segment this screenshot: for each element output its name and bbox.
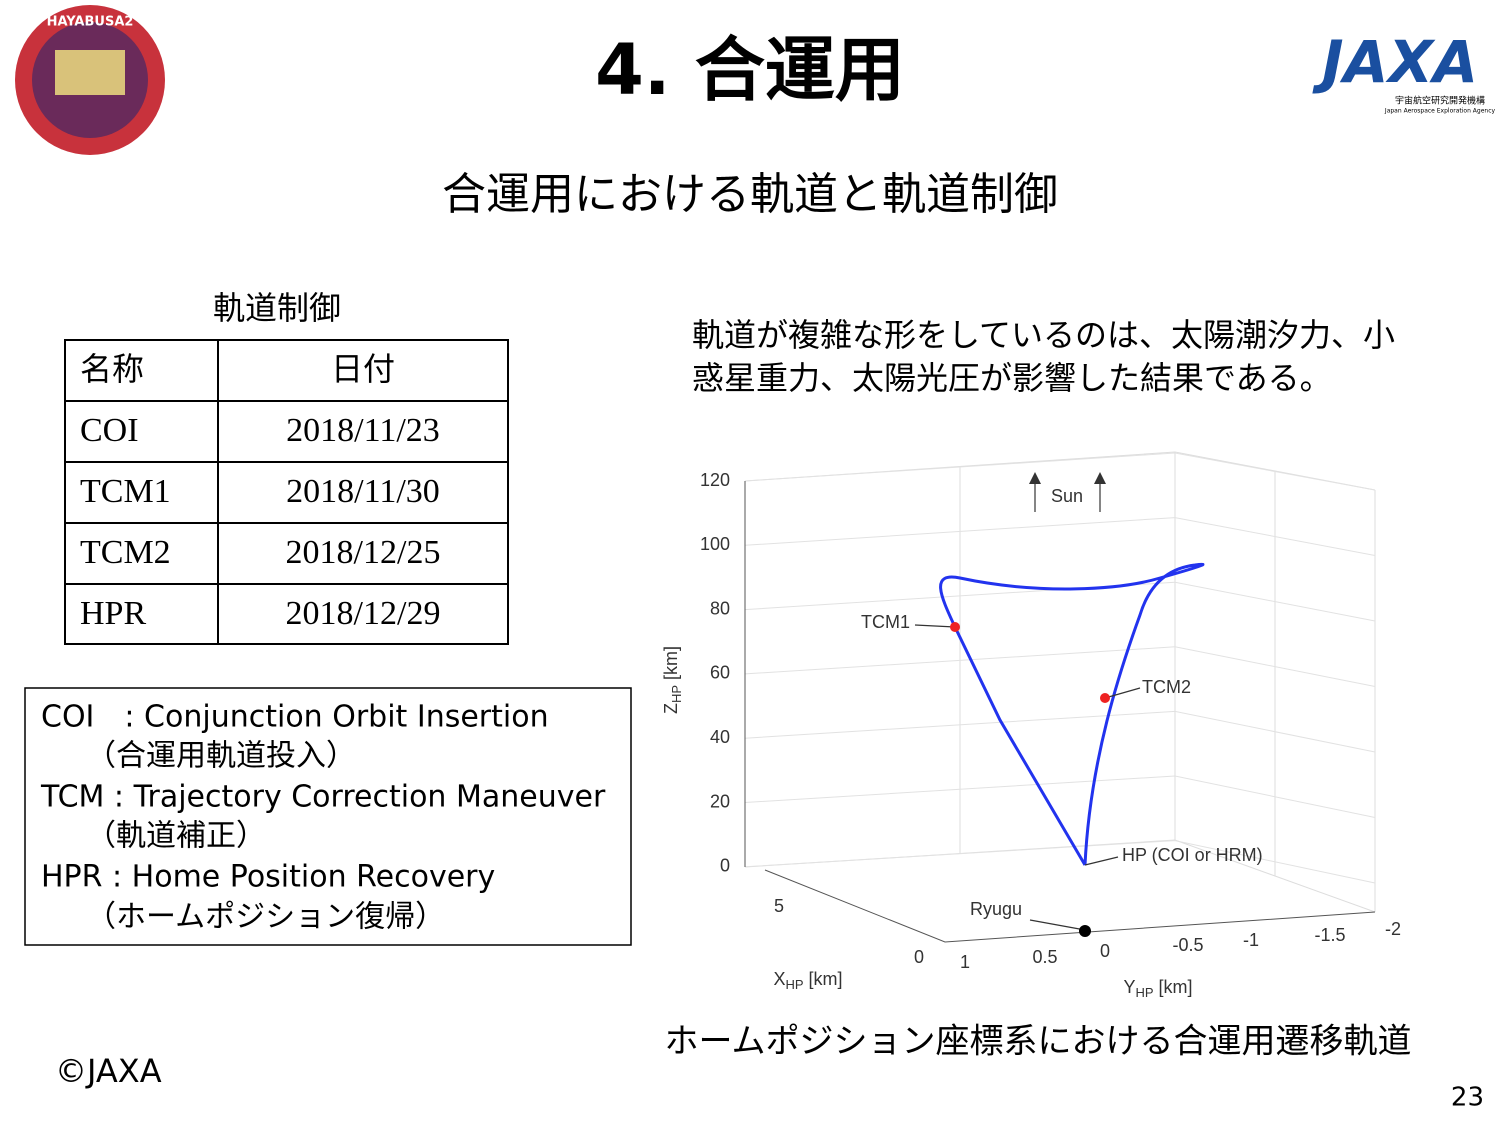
grid-line xyxy=(744,646,1376,687)
y-tick-label: 0 xyxy=(1100,941,1110,961)
sun-arrows xyxy=(1029,472,1106,484)
agency-logo: JAXA xyxy=(1312,28,1478,96)
subtitle: 合運用における軌道と軌道制御 xyxy=(442,169,1058,220)
y-tick-label: -1 xyxy=(1243,930,1259,950)
axis-label-part: HP xyxy=(1135,985,1153,1000)
glossary-line: （ホームポジション復帰） xyxy=(41,900,445,935)
title: 4. 合運用 xyxy=(595,29,905,111)
y-axis-label: YHP [km] xyxy=(1123,977,1192,1001)
y-tick-label: 0.5 xyxy=(1032,947,1057,967)
glossary-box xyxy=(24,687,632,946)
cell: 2018/12/25 xyxy=(286,534,441,571)
axis-label-part: HP xyxy=(785,977,803,992)
cell: 2018/12/29 xyxy=(286,595,441,632)
z-tick-label: 20 xyxy=(710,791,730,811)
axis-label-part: [km] xyxy=(1154,977,1193,997)
figure-caption: ホームポジション座標系における合運用遷移軌道 xyxy=(665,1022,1412,1062)
cell: 2018/11/23 xyxy=(286,412,440,449)
grid-line xyxy=(744,840,1376,884)
mission-logo-text: HAYABUSA2 xyxy=(47,15,134,30)
axes xyxy=(744,481,1376,943)
grid-line xyxy=(744,710,1376,753)
annotation: HP (COI or HRM) xyxy=(1122,845,1263,865)
agency-ja: 宇宙航空研究開発機構 xyxy=(1395,95,1485,107)
axis-label-part: [km] xyxy=(661,646,681,685)
cell: TCM2 xyxy=(80,534,171,571)
table-caption: 軌道制御 xyxy=(213,289,341,327)
axis-label-part: Z xyxy=(661,703,681,714)
trajectory xyxy=(939,562,1205,866)
tcm2-point xyxy=(1100,693,1110,703)
note-line: 惑星重力、太陽光圧が影響した結果である。 xyxy=(692,359,1332,397)
grid-line xyxy=(744,452,1376,491)
annotation: TCM2 xyxy=(1142,677,1191,697)
z-tick-label: 60 xyxy=(710,663,730,683)
copyright: ©JAXA xyxy=(55,1052,162,1090)
grid xyxy=(744,452,1376,884)
z-tick-label: 100 xyxy=(700,534,730,554)
axis-label-part: HP xyxy=(669,685,684,703)
y-tick-label: 1 xyxy=(960,952,970,972)
page-number: 23 xyxy=(1451,1083,1484,1113)
annotation: Sun xyxy=(1051,486,1083,506)
column-header: 日付 xyxy=(331,350,395,388)
glossary-line: TCM : Trajectory Correction Maneuver xyxy=(40,780,606,815)
y-tick-label: -1.5 xyxy=(1314,925,1345,945)
cell: TCM1 xyxy=(80,473,171,510)
annotation: TCM1 xyxy=(861,612,910,632)
glossary-line: HPR : Home Position Recovery xyxy=(41,860,495,895)
cell: HPR xyxy=(80,595,146,632)
grid-line xyxy=(744,517,1376,556)
agency-en: Japan Aerospace Exploration Agency xyxy=(1384,108,1496,115)
annotation: Ryugu xyxy=(970,899,1022,919)
note-line: 軌道が複雑な形をしているのは、太陽潮汐力、小 xyxy=(692,316,1395,354)
tcm1-point xyxy=(950,622,960,632)
z-tick-label: 40 xyxy=(710,727,730,747)
z-axis-label: ZHP [km] xyxy=(661,646,685,714)
plot-box xyxy=(744,451,1376,913)
x-axis-label: XHP [km] xyxy=(773,969,842,993)
glossary-line: （軌道補正） xyxy=(41,819,266,854)
ryugu-point xyxy=(1079,925,1091,937)
spacecraft-icon xyxy=(55,50,125,95)
z-tick-label: 120 xyxy=(700,470,730,490)
cell: COI xyxy=(80,412,139,449)
table-grid xyxy=(64,339,509,645)
grid-line xyxy=(744,581,1376,622)
y-tick-label: -0.5 xyxy=(1172,935,1203,955)
column-header: 名称 xyxy=(80,350,144,388)
x-tick-label: 0 xyxy=(914,947,924,967)
axis-label-part: X xyxy=(773,969,785,989)
glossary-line: COI : Conjunction Orbit Insertion xyxy=(41,700,549,735)
y-tick-label: -2 xyxy=(1385,919,1401,939)
glossary-line: （合運用軌道投入） xyxy=(41,739,356,774)
grid-line xyxy=(744,775,1376,818)
z-tick-label: 80 xyxy=(710,598,730,618)
z-tick-label: 0 xyxy=(720,856,730,876)
x-tick-label: 5 xyxy=(774,896,784,916)
axis-label-part: [km] xyxy=(804,969,843,989)
cell: 2018/11/30 xyxy=(286,473,440,510)
axis-label-part: Y xyxy=(1123,977,1135,997)
